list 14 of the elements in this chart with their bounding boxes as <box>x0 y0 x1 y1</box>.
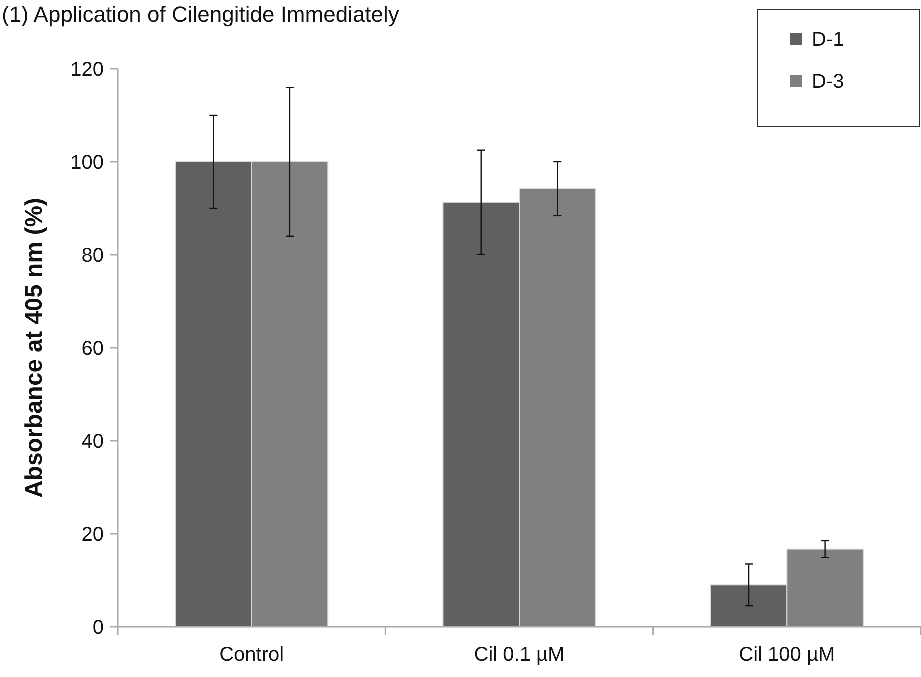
y-tick-label: 120 <box>70 59 104 81</box>
y-axis-title: Absorbance at 405 nm (%) <box>21 198 48 498</box>
legend-label: D-1 <box>812 29 844 51</box>
y-tick-label: 60 <box>82 338 104 360</box>
y-tick-label: 0 <box>92 617 104 639</box>
y-tick-label: 20 <box>82 524 104 546</box>
y-tick-label: 40 <box>82 431 104 453</box>
y-tick-label: 100 <box>70 152 104 174</box>
y-tick-label: 80 <box>82 245 104 267</box>
x-tick-label: Cil 100 µM <box>739 644 836 666</box>
x-tick-label: Cil 0.1 µM <box>474 644 565 666</box>
legend-label: D-3 <box>812 71 844 93</box>
x-tick-label: Control <box>220 644 284 666</box>
chart-title: (1) Application of Cilengitide Immediately <box>2 2 400 27</box>
